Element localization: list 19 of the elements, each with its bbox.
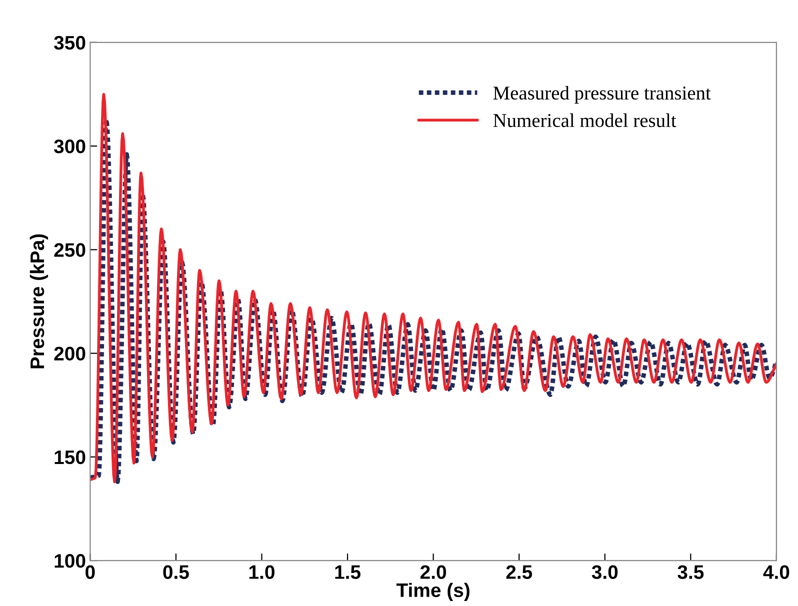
x-tick-label: 1.0 (249, 565, 274, 579)
x-tick-label: 2.0 (420, 565, 446, 579)
y-tick-label: 200 (54, 346, 86, 361)
y-axis-title: Pressure (kPa) (30, 234, 48, 368)
y-tick-label: 250 (54, 243, 86, 257)
x-tick-label: 0 (86, 565, 95, 579)
y-tick-label: 350 (54, 36, 86, 50)
x-tick-label: 1.5 (335, 565, 361, 579)
legend-label: Measured pressure transient (493, 86, 711, 104)
x-tick-label: 3.5 (678, 565, 704, 580)
legend-label: Numerical model result (493, 113, 676, 128)
x-tick-label: 0.5 (163, 565, 189, 579)
y-tick-label: 300 (54, 140, 86, 154)
x-axis-title: Time (s) (396, 582, 470, 601)
x-tick-label: 3.0 (592, 565, 618, 580)
y-tick-label: 150 (54, 450, 86, 464)
y-tick-label: 100 (54, 554, 86, 568)
x-tick-label: 4.0 (763, 565, 790, 579)
x-tick-label: 2.5 (506, 565, 532, 579)
